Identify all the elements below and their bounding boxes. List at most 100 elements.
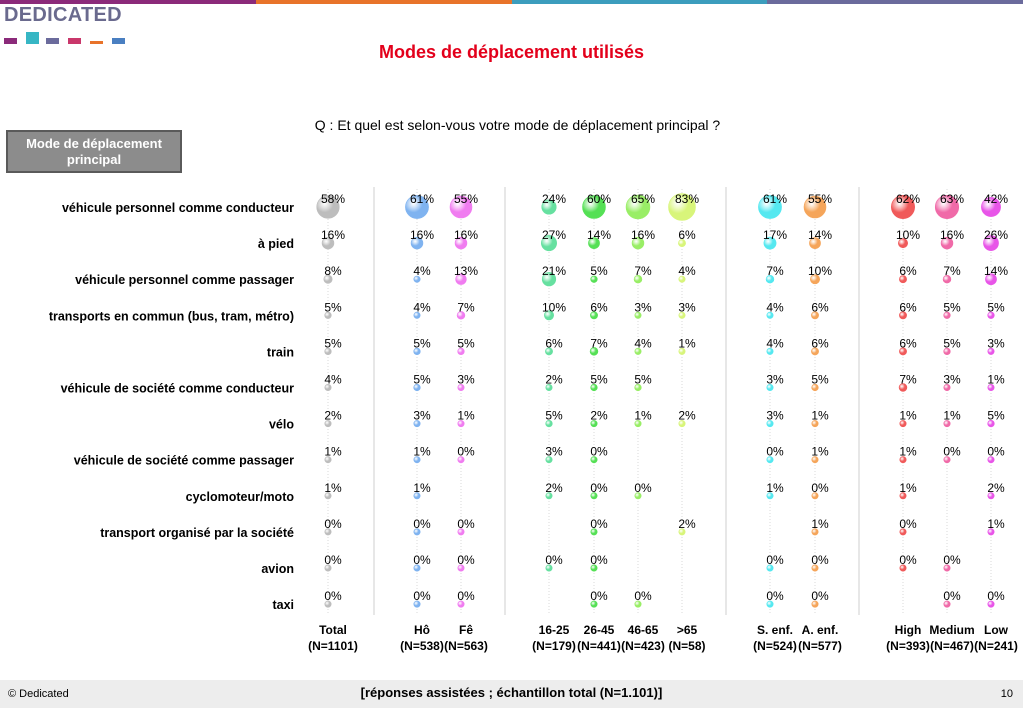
bubble (457, 420, 465, 428)
bubble-value-label: 61% (410, 192, 434, 206)
bubble (625, 194, 651, 220)
bubble-value-label: 42% (984, 192, 1008, 206)
bubble-value-label: 7% (590, 336, 608, 350)
column-sample-size: (N=241) (974, 639, 1018, 653)
column-label: >65 (677, 623, 698, 637)
bubble (413, 564, 421, 572)
bubble (413, 600, 421, 608)
bubble (541, 235, 557, 252)
bubble-value-label: 4% (324, 373, 342, 387)
bubble-value-label: 65% (631, 192, 655, 206)
bubble (541, 272, 557, 287)
bubble-value-label: 2% (545, 481, 563, 495)
bubble-value-label: 1% (987, 517, 1005, 531)
column-sample-size: (N=1101) (308, 639, 358, 653)
bubble-value-label: 0% (413, 517, 431, 531)
bubble (983, 235, 999, 251)
bubble-value-label: 1% (899, 445, 917, 459)
bubble (943, 600, 951, 608)
bubble-value-label: 3% (678, 300, 696, 314)
bubble-value-label: 3% (413, 409, 431, 423)
bubble (455, 273, 467, 285)
bubble-value-label: 0% (943, 553, 961, 567)
bubble (810, 274, 820, 285)
column-sample-size: (N=577) (798, 639, 842, 653)
bubble-value-label: 0% (766, 445, 784, 459)
sample-note: [réponses assistées ; échantillon total … (360, 685, 663, 700)
column-label: Total (319, 623, 347, 637)
bubble (943, 420, 951, 428)
bubble-value-label: 60% (587, 192, 611, 206)
bubble-value-label: 6% (590, 300, 608, 314)
bubble (987, 528, 995, 536)
bubble (899, 564, 907, 572)
bubble-value-label: 8% (324, 264, 342, 278)
bubble (758, 195, 782, 219)
bubble-value-label: 0% (899, 553, 917, 567)
bubble-value-label: 6% (899, 264, 917, 278)
bubble-value-label: 0% (457, 517, 475, 531)
bubble (766, 564, 774, 572)
bubble-value-label: 0% (545, 553, 563, 567)
bubble (590, 275, 598, 283)
column-label: A. enf. (802, 623, 839, 637)
bubble-value-label: 14% (808, 228, 832, 242)
bubble (943, 311, 951, 319)
logo-mark (4, 38, 17, 44)
bubble (678, 420, 686, 428)
column-label: Hô (414, 623, 430, 637)
bubble (763, 236, 777, 250)
bubble (943, 456, 951, 464)
bubble (413, 275, 421, 283)
bubble-value-label: 3% (943, 373, 961, 387)
bubble (811, 420, 819, 428)
bubble (413, 420, 421, 428)
bubble-value-label: 1% (899, 409, 917, 423)
bubble-value-label: 5% (324, 300, 342, 314)
bubble (457, 347, 465, 356)
bubble-value-label: 1% (413, 481, 431, 495)
bubble (678, 311, 686, 319)
bubble (811, 528, 819, 536)
bubble (811, 311, 819, 320)
bubble-value-label: 0% (590, 445, 608, 459)
bubble-value-label: 1% (899, 481, 917, 495)
footer-bar: © Dedicated [réponses assistées ; échant… (0, 680, 1023, 708)
bubble-value-label: 27% (542, 228, 566, 242)
bubble-value-label: 0% (634, 481, 652, 495)
bubble (811, 600, 819, 608)
bubble (590, 492, 598, 500)
bubble (457, 600, 465, 608)
bubble-value-label: 7% (899, 373, 917, 387)
logo-mark (68, 38, 81, 44)
bubble-matrix-chart: véhicule personnel comme conducteur à pie… (49, 187, 1018, 653)
bubble (934, 194, 960, 220)
bubble (942, 274, 952, 284)
bubble (634, 383, 642, 392)
bubble (766, 420, 774, 428)
bubble (456, 311, 466, 320)
bubble (981, 197, 1001, 217)
bubble (457, 528, 465, 536)
bubble (766, 311, 774, 319)
bubble (766, 347, 774, 355)
bubble (545, 347, 553, 356)
bubble (413, 347, 421, 356)
column-sample-size: (N=467) (930, 639, 974, 653)
bubble (324, 420, 332, 428)
bubble-value-label: 55% (808, 192, 832, 206)
bubble-value-label: 5% (413, 373, 431, 387)
logo-mark (90, 41, 103, 44)
bubble-value-label: 0% (943, 589, 961, 603)
bubble (457, 564, 465, 572)
bubble (324, 347, 332, 356)
bubble-value-label: 55% (454, 192, 478, 206)
bubble (545, 564, 553, 572)
column-sample-size: (N=58) (668, 639, 705, 653)
bubble-value-label: 16% (410, 228, 434, 242)
bubble-value-label: 6% (811, 336, 829, 350)
column-label: Fê (459, 623, 473, 637)
stripe-segment (511, 0, 768, 4)
copyright-text: © Dedicated (8, 688, 69, 700)
bubble-value-label: 1% (457, 409, 475, 423)
